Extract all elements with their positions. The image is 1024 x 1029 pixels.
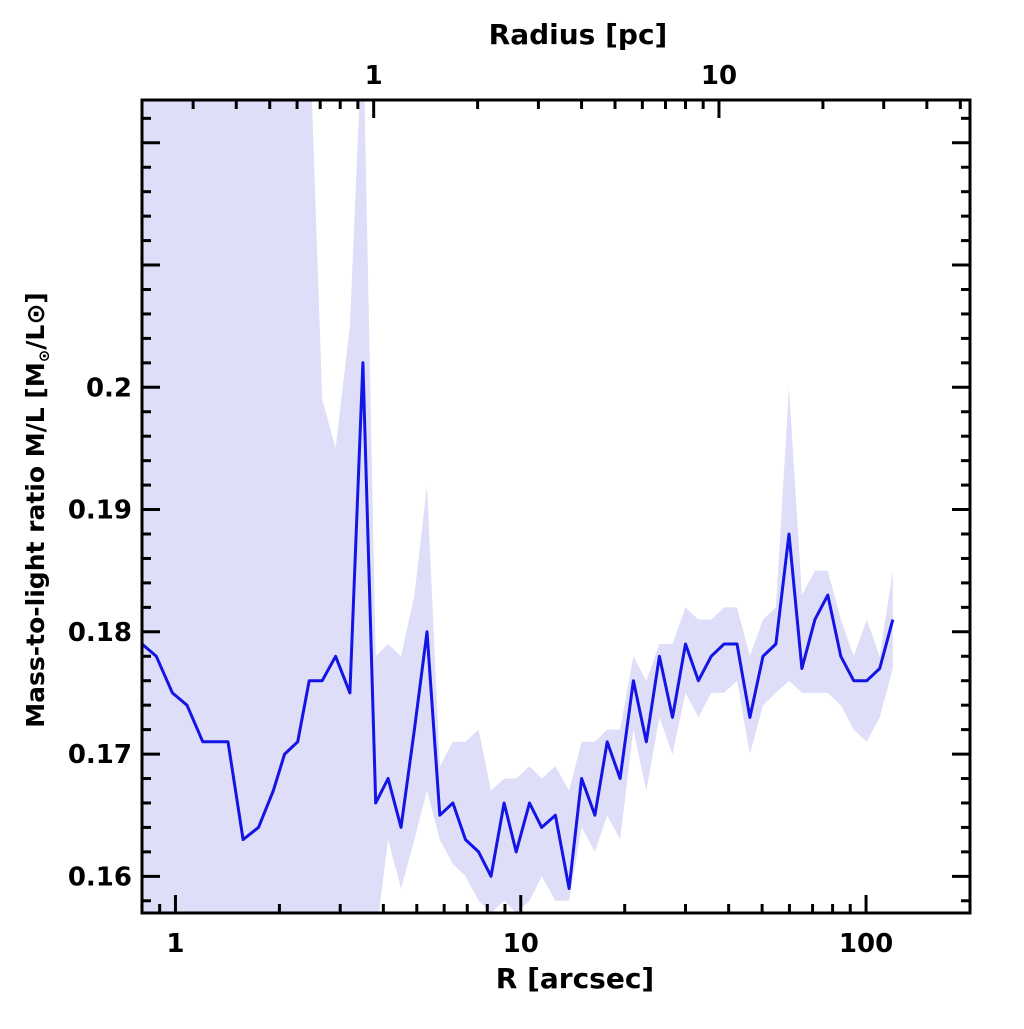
y-axis-label-sun-symbol: ⊙: [35, 350, 53, 363]
top-axis-label: Radius [pc]: [489, 18, 668, 51]
x-tick-label: 10: [503, 929, 539, 959]
ml-ratio-line: [142, 361, 895, 890]
y-tick-label: 0.19: [68, 496, 132, 526]
x-axis-label: R [arcsec]: [496, 962, 654, 995]
y-tick-label: 0.17: [68, 740, 132, 770]
y-tick-label: 0.2: [86, 373, 132, 403]
y-axis-label: Mass-to-light ratio M/L [M⊙/L⊙]: [21, 292, 53, 727]
plot-frame: [140, 98, 972, 915]
y-tick-label: 0.16: [68, 862, 132, 892]
top-tick-label: 1: [365, 61, 383, 91]
y-tick-label: 0.18: [68, 618, 132, 648]
top-tick-label: 10: [701, 61, 737, 91]
x-tick-label: 100: [839, 929, 893, 959]
x-tick-label: 1: [166, 929, 184, 959]
y-axis-label-main: Mass-to-light ratio M/L [M: [21, 362, 50, 727]
y-axis-label-tail: /L⊙]: [21, 292, 50, 349]
uncertainty-band: [142, 100, 893, 913]
